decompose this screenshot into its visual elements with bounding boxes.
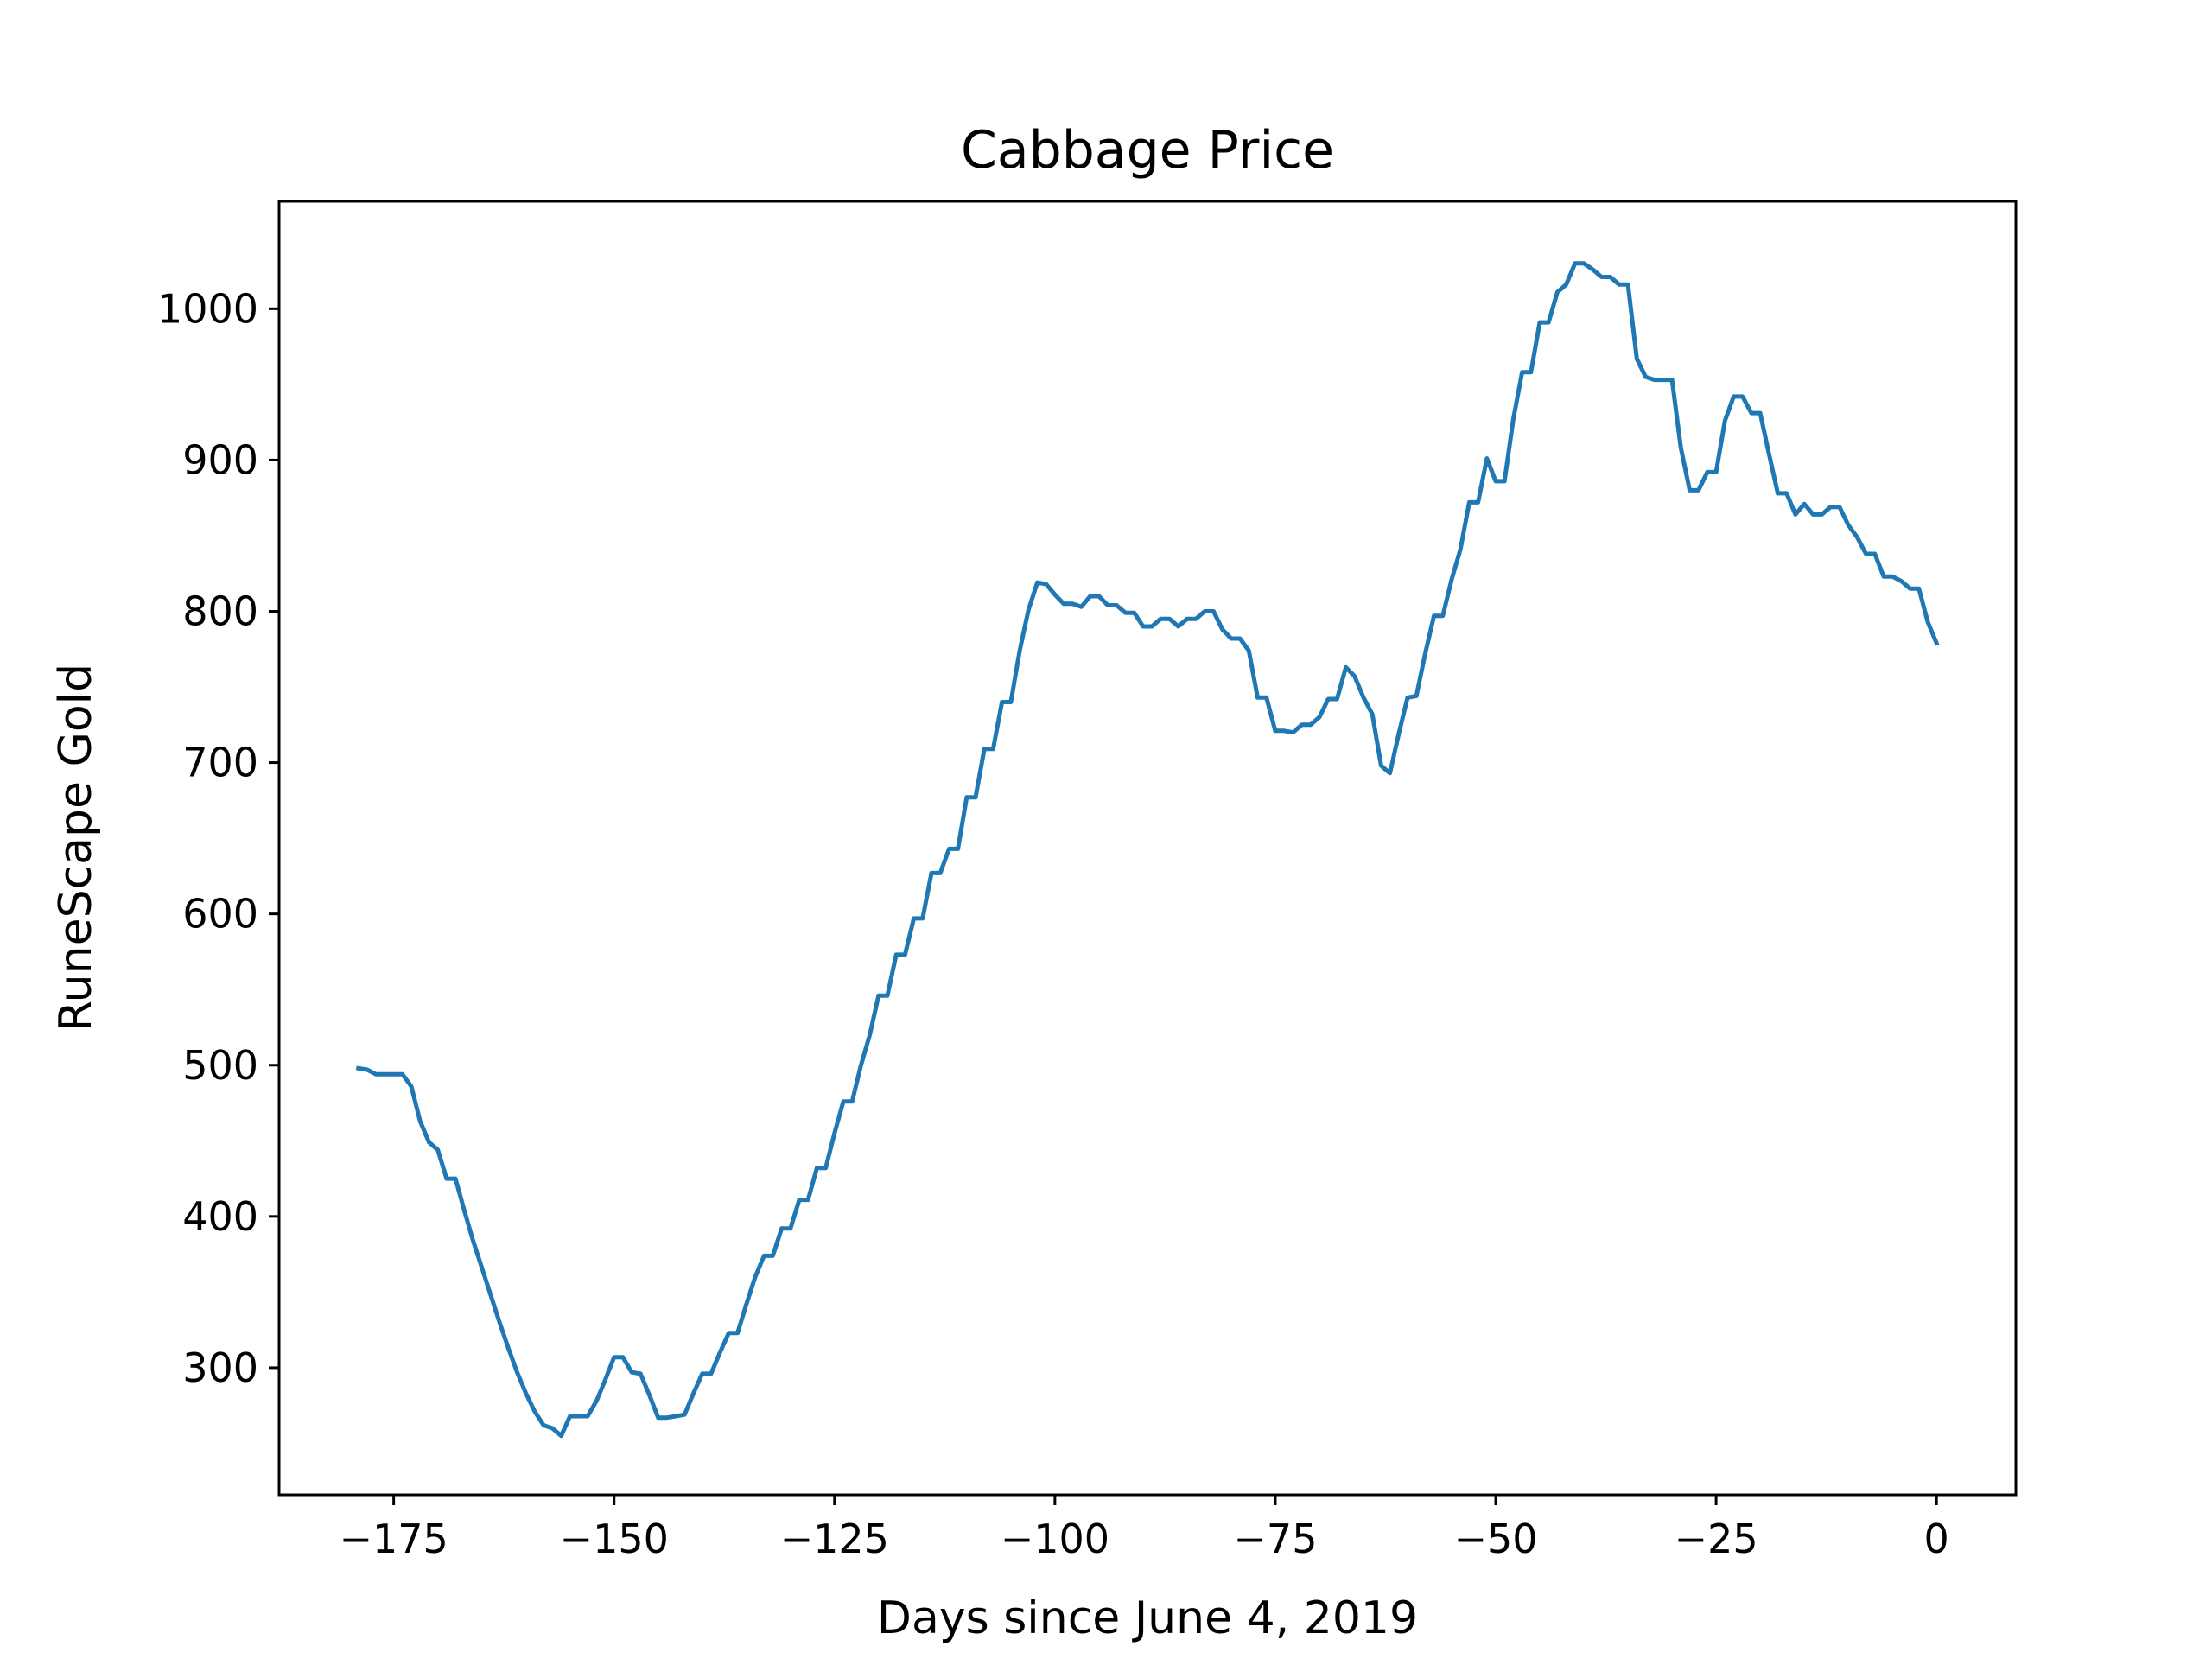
chart-title: Cabbage Price <box>961 120 1334 181</box>
y-tick-label: 900 <box>182 436 258 483</box>
x-tick-label: −125 <box>780 1516 889 1562</box>
y-axis: 300 400 500 600 700 800 900 1000 <box>157 285 279 1391</box>
y-tick-label: 800 <box>182 588 258 634</box>
x-tick-label: −150 <box>560 1516 669 1562</box>
plot-area <box>355 261 1940 1439</box>
x-tick-label: 0 <box>1924 1516 1949 1562</box>
y-tick-label: 500 <box>182 1042 258 1089</box>
series-line-0 <box>355 261 1940 1439</box>
y-tick-label: 300 <box>182 1344 258 1391</box>
y-tick-label: 700 <box>182 740 258 786</box>
x-axis-label: Days since June 4, 2019 <box>877 1592 1418 1644</box>
y-tick-label: 600 <box>182 891 258 938</box>
x-tick-label: −25 <box>1675 1516 1758 1562</box>
x-tick-label: −75 <box>1233 1516 1317 1562</box>
x-tick-label: −50 <box>1453 1516 1537 1562</box>
axes-frame <box>277 200 2018 1497</box>
x-tick-label: −175 <box>339 1516 448 1562</box>
x-axis: −175 −150 −125 −100 −75 −50 −25 0 <box>339 1495 1949 1562</box>
y-tick-label: 1000 <box>157 285 258 332</box>
x-tick-label: −100 <box>1001 1516 1109 1562</box>
y-tick-label: 400 <box>182 1193 258 1240</box>
y-axis-label: RuneScape Gold <box>50 664 102 1032</box>
